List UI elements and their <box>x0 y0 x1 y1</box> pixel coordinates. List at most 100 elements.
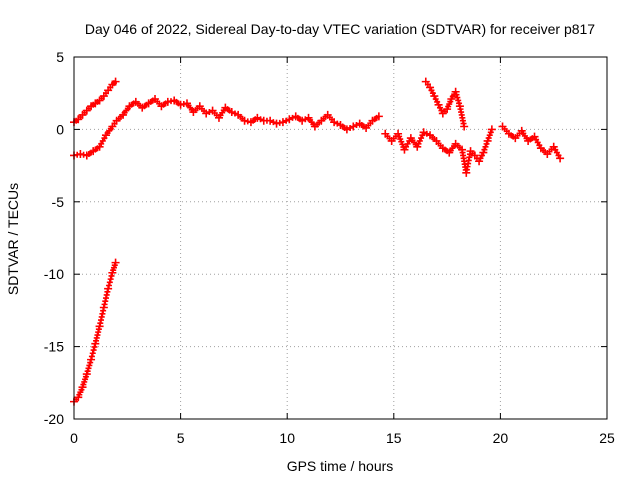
x-tick-label: 5 <box>177 430 185 446</box>
x-tick-label: 25 <box>599 430 615 446</box>
data-point <box>78 383 87 392</box>
data-point <box>419 128 428 137</box>
data-point <box>285 115 294 124</box>
y-tick-label: -10 <box>44 266 64 282</box>
data-point-trail <box>108 272 115 279</box>
data-point <box>111 258 120 267</box>
data-point-trail <box>91 343 98 350</box>
data-point-trail <box>88 353 95 360</box>
data-point <box>119 110 128 119</box>
data-point <box>99 92 108 101</box>
data-point <box>530 132 539 141</box>
data-point <box>487 125 496 134</box>
data-point <box>400 145 409 154</box>
x-tick-label: 10 <box>279 430 295 446</box>
data-point <box>82 151 91 160</box>
data-point <box>144 99 153 108</box>
data-point <box>99 303 108 312</box>
data-point <box>406 134 415 143</box>
data-point <box>253 113 262 122</box>
data-point <box>460 122 469 131</box>
data-point <box>381 129 390 138</box>
x-axis-label: GPS time / hours <box>287 458 394 474</box>
data-point-trail <box>107 276 114 283</box>
data-point <box>78 110 87 119</box>
data-point <box>182 99 191 108</box>
data-point <box>125 102 134 111</box>
data-point <box>470 151 479 160</box>
series-arc-evening <box>498 122 565 163</box>
data-point-trail <box>454 94 461 101</box>
data-point <box>108 268 117 277</box>
data-point <box>432 136 441 145</box>
data-point-trail <box>89 350 96 357</box>
data-point <box>170 96 179 105</box>
data-point <box>163 97 172 106</box>
data-point <box>498 122 507 131</box>
data-point <box>74 115 83 124</box>
data-point <box>151 94 160 103</box>
data-point <box>362 123 371 132</box>
data-point <box>266 116 275 125</box>
data-point-trail <box>86 362 93 369</box>
data-point <box>87 102 96 111</box>
data-point <box>111 77 120 86</box>
data-point <box>556 154 565 163</box>
data-point <box>511 134 520 143</box>
data-point <box>82 106 91 115</box>
data-point <box>291 112 300 121</box>
data-point-trail <box>453 91 460 98</box>
data-point-trail <box>481 146 488 153</box>
data-point <box>298 116 307 125</box>
data-point <box>536 144 545 153</box>
data-point-trail <box>84 368 91 375</box>
data-point-trail <box>106 279 113 286</box>
data-point <box>330 118 339 127</box>
data-point <box>462 168 471 177</box>
data-point <box>246 118 255 127</box>
data-point <box>458 145 467 154</box>
series-arc-afternoon-lower <box>381 125 496 177</box>
data-point <box>138 103 147 112</box>
data-point <box>91 339 100 348</box>
data-point <box>272 119 281 128</box>
data-point-trail <box>485 135 492 142</box>
data-point-trail <box>105 282 112 289</box>
x-tick-label: 20 <box>493 430 509 446</box>
data-point <box>157 102 166 111</box>
data-point <box>451 139 460 148</box>
data-point-trail <box>483 140 490 147</box>
data-point-trail <box>87 359 94 366</box>
y-tick-label: -5 <box>52 194 65 210</box>
data-point <box>240 116 249 125</box>
data-point <box>387 136 396 145</box>
data-point-trail <box>90 347 97 354</box>
data-point <box>214 113 223 122</box>
data-point <box>349 122 358 131</box>
data-point <box>355 119 364 128</box>
data-point <box>310 122 319 131</box>
series-arc-upper-early <box>70 77 120 127</box>
data-point <box>421 77 430 86</box>
data-point <box>336 121 345 130</box>
data-point <box>483 136 492 145</box>
data-point <box>101 131 110 140</box>
data-point <box>202 109 211 118</box>
data-point <box>394 129 403 138</box>
y-axis-label: SDTVAR / TECUs <box>5 183 21 295</box>
series-arc-steep-early <box>70 258 120 406</box>
data-point <box>76 150 85 159</box>
data-point <box>208 106 217 115</box>
data-point <box>87 355 96 364</box>
data-point <box>549 142 558 151</box>
data-point <box>95 96 104 105</box>
data-point <box>104 284 113 293</box>
data-point <box>426 83 435 92</box>
data-point-trail <box>456 100 463 107</box>
data-point <box>430 92 439 101</box>
data-point-trail <box>85 365 92 372</box>
data-point <box>475 157 484 166</box>
data-point <box>445 148 454 157</box>
